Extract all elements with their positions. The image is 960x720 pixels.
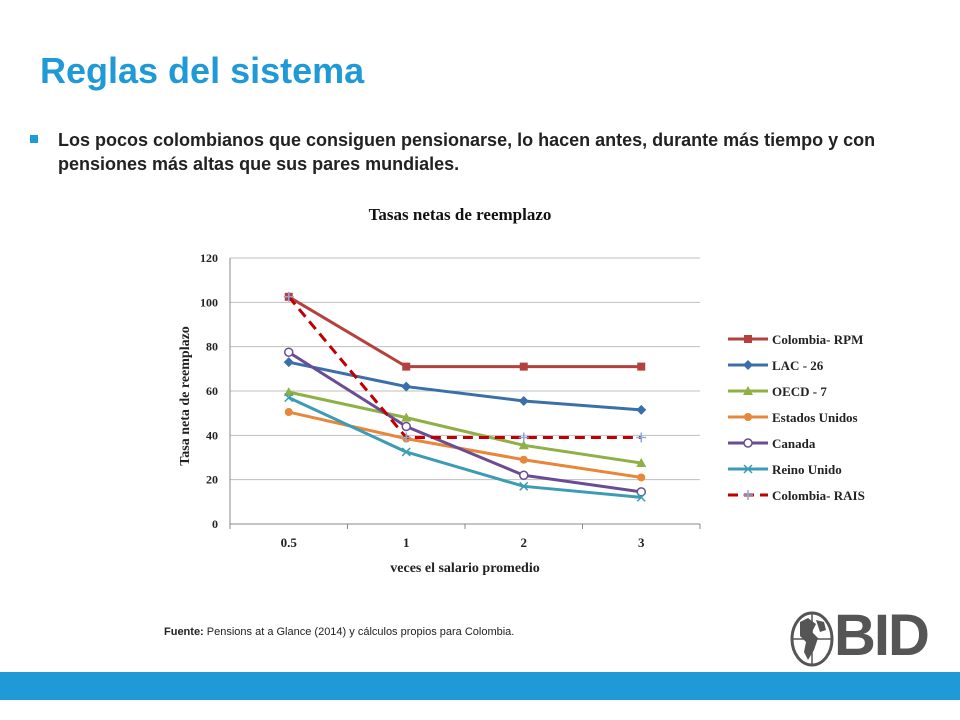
y-tick-label: 20: [206, 473, 218, 487]
series-line-2: [288, 390, 642, 465]
data-point: [636, 487, 646, 497]
data-point: [519, 470, 529, 480]
data-point: [283, 387, 294, 397]
series-line-5: [288, 396, 642, 499]
data-point: [401, 381, 412, 392]
y-tick-label: 0: [212, 517, 218, 531]
legend-label: LAC - 26: [772, 358, 824, 373]
data-point: [284, 393, 294, 403]
data-point: [401, 447, 411, 457]
legend-marker: [743, 464, 753, 474]
series-line-6: [287, 295, 642, 440]
legend-label: Colombia- RPM: [772, 332, 863, 347]
series-line-0: [287, 295, 642, 369]
legend-label: Colombia- RAIS: [772, 488, 865, 503]
logo-text: BID: [834, 603, 930, 668]
data-point: [284, 408, 293, 417]
y-tick-label: 60: [206, 384, 218, 398]
y-tick-label: 100: [200, 295, 218, 309]
data-point: [518, 432, 529, 443]
bid-logo: BID: [790, 603, 935, 668]
footer-bar: [0, 672, 960, 700]
y-tick-label: 80: [206, 340, 218, 354]
legend-marker: [743, 490, 753, 500]
data-point: [518, 440, 529, 450]
y-tick-label: 120: [200, 251, 218, 265]
source-label: Fuente:: [164, 626, 204, 638]
data-point: [519, 481, 529, 491]
legend-label: OECD - 7: [772, 384, 827, 399]
bullet-text: Los pocos colombianos que consiguen pens…: [58, 130, 876, 174]
legend-marker: [744, 335, 752, 343]
series-line-4: [287, 350, 642, 494]
legend-label: Canada: [772, 436, 816, 451]
slide-title: Reglas del sistema: [40, 50, 365, 91]
chart-title: Tasas netas de reemplazo: [368, 205, 552, 224]
legend-marker: [743, 386, 753, 395]
data-point: [401, 421, 411, 432]
legend-marker: [743, 438, 753, 448]
data-point: [637, 362, 646, 371]
data-point: [636, 404, 647, 415]
x-tick-label: 2: [521, 535, 528, 550]
line-chart: 0 20 40 60 80 100 120 0.5 1 2 3 veces el salario pr…: [178, 251, 865, 576]
bullet-point: Los pocos colombianos que consiguen pens…: [30, 128, 910, 176]
bullet-square-icon: [30, 135, 38, 143]
data-point: [402, 362, 411, 371]
legend-marker: [743, 360, 753, 370]
legend-label: Reino Unido: [772, 462, 842, 477]
data-point: [284, 347, 294, 357]
legend-marker: [744, 413, 752, 421]
source-text: Pensions at a Glance (2014) y cálculos p…: [203, 626, 515, 638]
x-tick-label: 1: [403, 535, 410, 550]
data-point: [519, 455, 528, 464]
data-point: [283, 291, 294, 302]
x-tick-label: 0.5: [281, 535, 298, 550]
data-point: [518, 395, 529, 406]
globe-icon: [790, 611, 834, 667]
data-point: [636, 432, 647, 443]
data-point: [401, 412, 412, 422]
y-axis-title: Tasa neta de reemplazo: [178, 326, 193, 466]
data-point: [401, 432, 412, 443]
data-point: [636, 492, 646, 502]
x-tick-label: 3: [638, 535, 645, 550]
series-line-1: [288, 360, 642, 412]
source-note: Fuente: Pensions at a Glance (2014) y cá…: [164, 626, 514, 638]
data-point: [637, 473, 646, 482]
data-point: [283, 357, 294, 368]
legend-label: Estados Unidos: [772, 410, 858, 425]
data-point: [519, 362, 528, 371]
y-tick-label: 40: [206, 428, 218, 442]
data-point: [636, 458, 647, 468]
footer-strip: [0, 700, 960, 720]
x-axis-title: veces el salario promedio: [390, 561, 539, 576]
